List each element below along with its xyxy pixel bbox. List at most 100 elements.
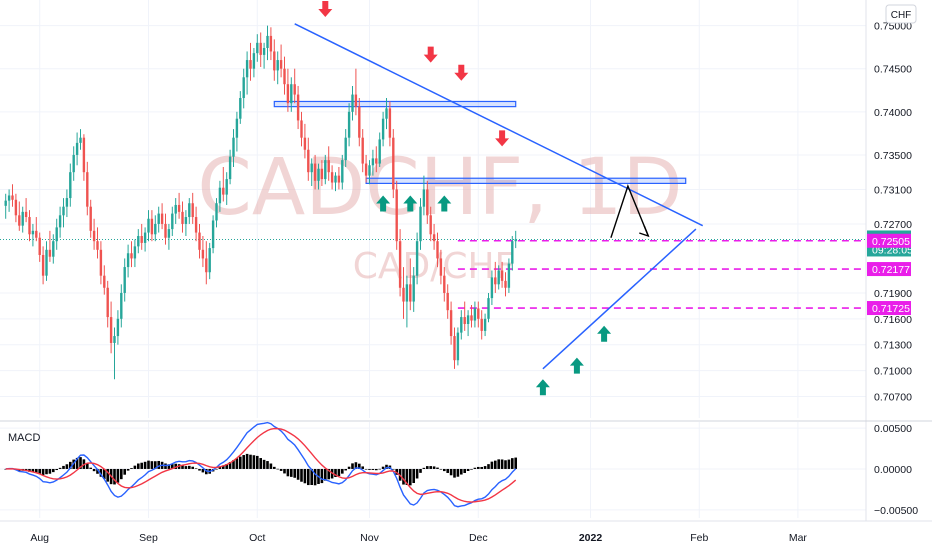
candle-body — [347, 111, 351, 138]
macd-histogram-bar — [116, 468, 120, 483]
macd-histogram-bar — [69, 461, 72, 469]
candle-body — [96, 241, 99, 250]
candle-body — [385, 108, 388, 119]
candle-body — [507, 263, 511, 288]
candle-body — [18, 215, 21, 226]
macd-histogram-bar — [290, 468, 293, 477]
macd-histogram-bar — [201, 468, 205, 473]
candle-body — [490, 277, 494, 299]
macd-histogram-bar — [358, 463, 361, 469]
candle-body — [514, 239, 517, 242]
macd-histogram-bar — [300, 468, 303, 482]
candle-body — [205, 258, 208, 273]
macd-histogram-bar — [62, 465, 65, 469]
candle-body — [150, 218, 154, 235]
macd-histogram-bar — [245, 453, 249, 469]
macd-histogram-bar — [303, 468, 307, 484]
macd-histogram-bar — [259, 458, 262, 469]
macd-histogram-bar — [38, 468, 41, 474]
candle-body — [307, 149, 310, 173]
macd-histogram-bar — [463, 468, 466, 473]
candle-body — [69, 172, 72, 199]
candle-body — [456, 332, 460, 361]
candle-body — [351, 94, 354, 112]
level-badge — [867, 262, 911, 277]
candle-body — [466, 315, 470, 324]
candle-body — [313, 163, 317, 181]
candle-body — [211, 220, 215, 249]
candle-body — [327, 160, 330, 173]
level-badge-value: 0.71725 — [872, 303, 910, 315]
candle-body — [198, 232, 201, 250]
candle-body — [28, 217, 31, 235]
price-axis-ticks: 0.75000 0.74500 0.74000 0.73500 0.73100 0.727… — [874, 21, 912, 404]
time-tick-label: Nov — [360, 532, 379, 544]
candle-body — [463, 317, 466, 324]
macd-histogram-bar — [164, 463, 167, 469]
candle-body — [48, 249, 52, 257]
watermark-pair: CAD/CHF — [353, 246, 516, 287]
price-tick-label: 0.74500 — [874, 64, 912, 76]
currency-button[interactable]: CHF — [885, 4, 917, 24]
candle-body — [65, 198, 69, 207]
macd-histogram-bar — [249, 454, 252, 469]
macd-histogram-bar — [75, 457, 79, 469]
candle-body — [106, 287, 109, 318]
candle-body — [276, 60, 279, 71]
time-tick-label: 2022 — [579, 532, 603, 544]
macd-histogram-bar — [133, 465, 137, 469]
candle-body — [283, 68, 286, 85]
macd-histogram-bar — [347, 466, 351, 469]
macd-histogram-bar — [242, 455, 245, 469]
candle-body — [341, 160, 344, 183]
candle-body — [395, 189, 398, 242]
candle-body — [487, 298, 490, 319]
macd-histogram-bar — [123, 468, 126, 475]
macd-tick-label: −0.00500 — [874, 505, 918, 517]
macd-histogram-bar — [113, 468, 116, 485]
macd-histogram-bar — [106, 468, 109, 482]
candle-body — [337, 175, 341, 183]
macd-histogram-bar — [327, 468, 330, 480]
macd-histogram-bar — [35, 468, 38, 473]
signal-line — [5, 427, 517, 503]
candle-body — [133, 246, 137, 259]
buy-arrow — [597, 325, 612, 342]
price-tick-label: 0.70700 — [874, 391, 912, 403]
macd-histogram-bar — [262, 459, 266, 469]
macd-histogram-bar — [86, 463, 89, 469]
candle-body — [86, 172, 89, 207]
macd-histogram-bar — [283, 468, 286, 474]
macd-tick-label: 0.00500 — [874, 423, 912, 435]
macd-histogram-bar — [252, 455, 256, 469]
macd-histogram-bar — [507, 459, 511, 469]
macd-histogram-bar — [293, 468, 296, 478]
candle-body — [371, 158, 375, 166]
macd-histogram-bar — [140, 462, 143, 469]
level-badge-value: 0.72505 — [872, 236, 910, 248]
sell-arrow — [423, 46, 438, 63]
price-tick-label: 0.75000 — [874, 21, 912, 33]
candle-body — [21, 211, 24, 226]
candle-body — [256, 42, 259, 54]
macd-histogram-bar — [228, 462, 232, 469]
macd-histogram-bar — [402, 468, 405, 485]
macd-histogram-bar — [443, 468, 446, 472]
candle-body — [225, 179, 228, 195]
macd-histogram-bar — [28, 468, 31, 472]
candle-body — [494, 277, 497, 285]
macd-histogram-bar — [55, 468, 58, 471]
candle-body — [422, 189, 426, 207]
candle-body — [364, 163, 368, 176]
axes — [0, 0, 932, 522]
candle-body — [120, 292, 123, 319]
candle-body — [375, 158, 378, 164]
candle-body — [368, 165, 371, 176]
candle-body — [409, 284, 412, 302]
candle-body — [109, 317, 113, 343]
candle-body — [293, 84, 296, 95]
trendlines — [294, 23, 704, 370]
macd-histogram-bar — [446, 468, 449, 473]
macd-histogram-bar — [436, 467, 439, 469]
